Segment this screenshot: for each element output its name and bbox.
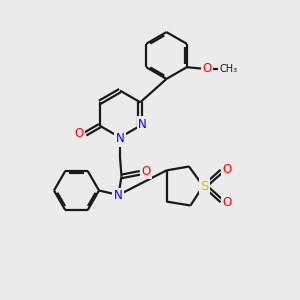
- Text: O: O: [74, 127, 83, 140]
- Text: S: S: [200, 179, 209, 193]
- Text: CH₃: CH₃: [219, 64, 237, 74]
- Text: O: O: [223, 163, 232, 176]
- Text: N: N: [138, 118, 147, 131]
- Text: O: O: [202, 61, 211, 75]
- Text: O: O: [223, 196, 232, 209]
- Text: O: O: [142, 165, 151, 178]
- Text: N: N: [114, 189, 123, 202]
- Text: N: N: [116, 132, 124, 146]
